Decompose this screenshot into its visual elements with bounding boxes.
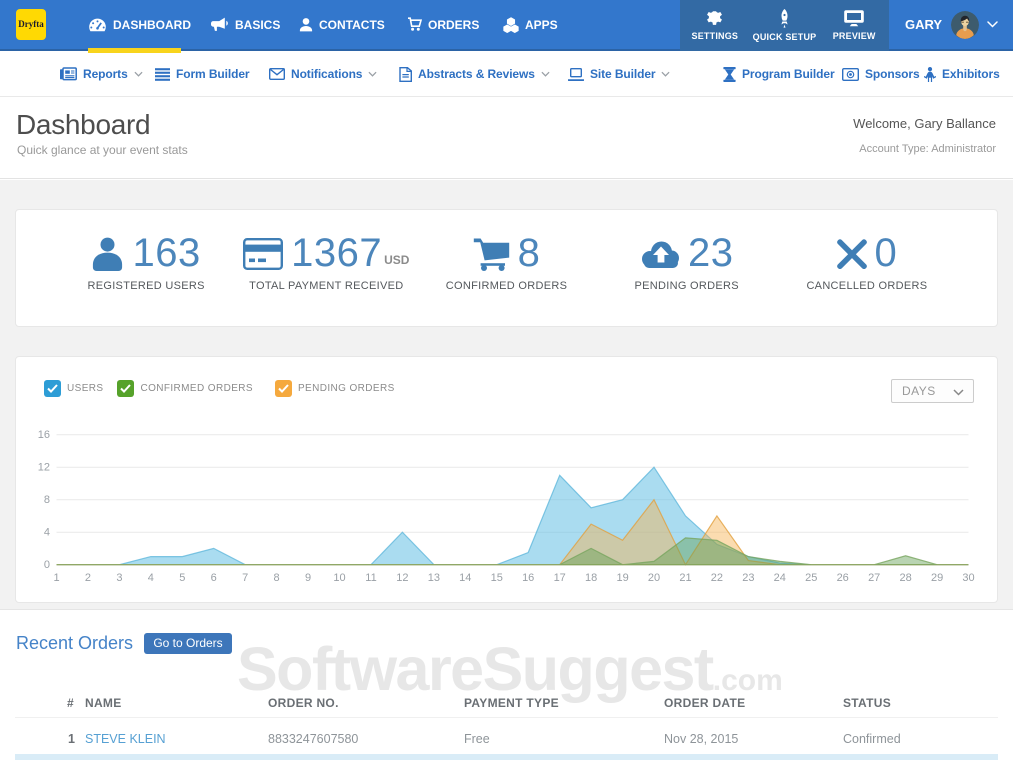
- svg-text:27: 27: [868, 572, 880, 584]
- svg-text:8: 8: [44, 494, 50, 506]
- svg-text:12: 12: [38, 462, 50, 474]
- svg-text:5: 5: [179, 572, 185, 584]
- svg-text:23: 23: [742, 572, 754, 584]
- svg-text:1: 1: [53, 572, 59, 584]
- svg-text:15: 15: [491, 572, 503, 584]
- svg-text:12: 12: [396, 572, 408, 584]
- svg-text:21: 21: [679, 572, 691, 584]
- svg-text:13: 13: [428, 572, 440, 584]
- svg-text:3: 3: [116, 572, 122, 584]
- svg-text:4: 4: [44, 527, 50, 539]
- svg-text:30: 30: [962, 572, 974, 584]
- svg-text:17: 17: [554, 572, 566, 584]
- svg-text:26: 26: [837, 572, 849, 584]
- svg-text:24: 24: [774, 572, 786, 584]
- svg-text:14: 14: [459, 572, 471, 584]
- svg-text:18: 18: [585, 572, 597, 584]
- svg-text:25: 25: [805, 572, 817, 584]
- svg-text:28: 28: [899, 572, 911, 584]
- svg-text:19: 19: [616, 572, 628, 584]
- svg-text:16: 16: [522, 572, 534, 584]
- svg-text:10: 10: [333, 572, 345, 584]
- svg-text:20: 20: [648, 572, 660, 584]
- svg-text:22: 22: [711, 572, 723, 584]
- svg-text:16: 16: [38, 429, 50, 441]
- svg-text:6: 6: [211, 572, 217, 584]
- svg-text:8: 8: [274, 572, 280, 584]
- svg-text:2: 2: [85, 572, 91, 584]
- svg-text:9: 9: [305, 572, 311, 584]
- svg-text:4: 4: [148, 572, 154, 584]
- svg-text:29: 29: [931, 572, 943, 584]
- svg-text:7: 7: [242, 572, 248, 584]
- svg-text:0: 0: [44, 559, 50, 571]
- svg-text:11: 11: [365, 572, 376, 584]
